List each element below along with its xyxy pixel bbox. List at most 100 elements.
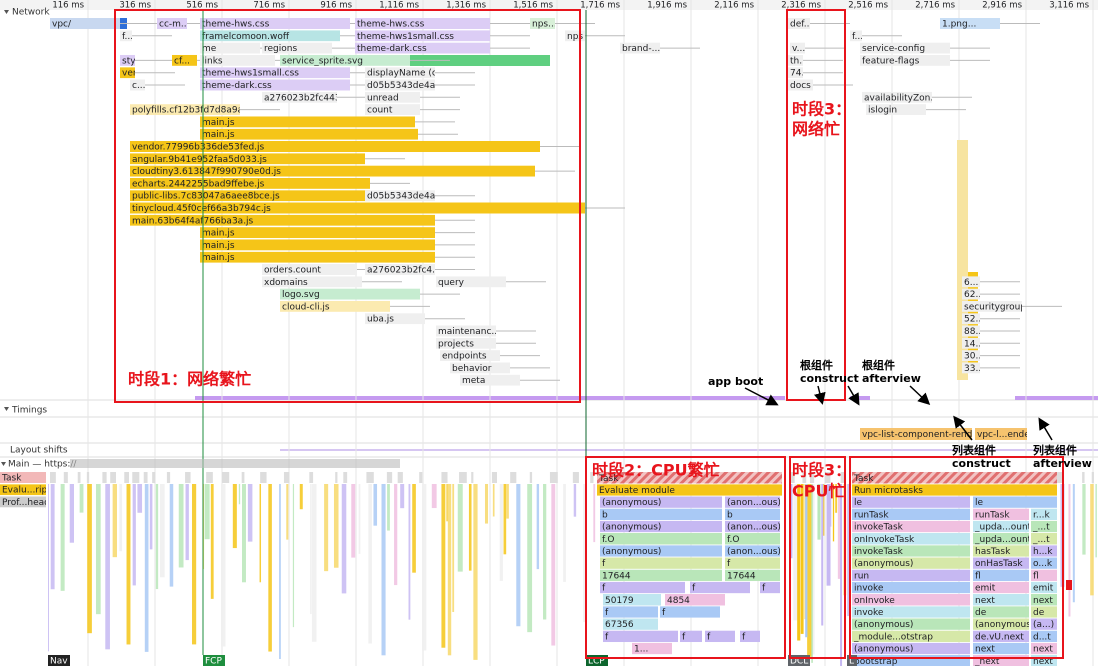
flame-entry: next xyxy=(1031,642,1057,655)
network-request-fill xyxy=(365,313,425,325)
flame-entry-label: f xyxy=(692,584,696,594)
network-request-fill xyxy=(355,18,490,29)
track-label[interactable]: Network xyxy=(12,8,50,18)
network-request-label: maintenanc... xyxy=(438,327,500,337)
network-request: 33... xyxy=(962,362,980,374)
network-request-label: cloudtiny3.613847f990790e0d.js xyxy=(132,167,281,177)
activity-stripe xyxy=(805,484,808,638)
network-request: ven xyxy=(120,67,135,79)
network-request-label: 14... xyxy=(964,339,984,349)
network-request-fill xyxy=(120,67,135,79)
track-label[interactable]: Layout shifts xyxy=(10,446,68,456)
activity-stripe xyxy=(506,484,509,519)
network-request-label: echarts.2442255bad9ffebe.js xyxy=(132,179,265,189)
network-request: sty xyxy=(120,54,135,66)
network-request-fill xyxy=(200,251,435,263)
flame-entry: le xyxy=(852,496,970,508)
network-request: nps... xyxy=(530,18,555,29)
network-request-label: cloud-cli.js xyxy=(282,302,330,312)
flame-entry-fill xyxy=(600,569,722,582)
flame-entry: (anonymous) xyxy=(852,557,970,569)
activity-stripe xyxy=(431,484,437,509)
network-request-label: v... xyxy=(792,44,805,54)
network-request-fill xyxy=(120,30,132,42)
network-request-fill xyxy=(962,337,980,349)
network-request-label: vpc/ xyxy=(52,20,72,30)
activity-stripe xyxy=(790,484,793,559)
flame-entry: fl xyxy=(1031,569,1057,582)
flame-entry-label: invoke xyxy=(854,608,884,618)
network-request-fill xyxy=(262,264,357,275)
expand-icon[interactable] xyxy=(4,407,9,411)
annotation: 列表组件 xyxy=(1033,443,1077,457)
activity-stripe xyxy=(452,484,455,612)
flame-entry-fill xyxy=(973,533,1029,545)
flame-entry-fill xyxy=(973,655,1029,666)
flame-entry-label: _upda...ount xyxy=(974,523,1032,533)
flame-entry-label: onInvoke xyxy=(854,596,895,606)
network-request-label: tinycloud.45f0cef66a3b794c.js xyxy=(132,204,271,214)
network-request-fill xyxy=(157,18,187,29)
network-request-fill xyxy=(262,276,362,288)
task-block xyxy=(132,472,140,483)
network-request: 6... xyxy=(962,276,980,288)
flame-entry-fill xyxy=(973,642,1029,655)
annotation: CPU忙 xyxy=(792,482,844,501)
network-request: displayName (co... xyxy=(365,67,435,79)
task-block xyxy=(386,472,393,483)
annotation: 列表组件 xyxy=(952,443,996,457)
network-request-fill xyxy=(436,325,496,337)
flame-entry-fill xyxy=(973,594,1029,606)
network-request: f... xyxy=(850,30,862,42)
activity-stripe xyxy=(468,484,472,571)
network-request: 62... xyxy=(962,288,980,300)
flame-entry-fill xyxy=(852,594,970,606)
annotation: afterview xyxy=(862,372,921,385)
network-request-fill xyxy=(262,91,337,103)
page-marker: L xyxy=(847,655,857,666)
activity-stripe xyxy=(268,484,272,652)
annotation: 时段2：CPU繁忙 xyxy=(592,461,720,480)
activity-stripe xyxy=(79,484,84,513)
network-request-label: polyfills.cf12b3fd7d8a9aa4.js xyxy=(132,106,265,116)
activity-stripe xyxy=(87,484,92,634)
flame-entry-fill xyxy=(973,520,1029,533)
network-request: securitygroup... xyxy=(962,300,1022,312)
flame-entry: f xyxy=(603,606,658,618)
activity-stripe xyxy=(422,484,427,651)
activity-stripe xyxy=(48,484,50,652)
page-marker-label: Nav xyxy=(50,657,68,666)
annotation: 时段3： xyxy=(792,461,851,480)
flame-entry-label: Task xyxy=(853,474,874,484)
flame-entry: next xyxy=(973,594,1029,606)
track-label[interactable]: Timings xyxy=(11,406,47,416)
ruler-label: 2,316 ms xyxy=(781,1,821,11)
flame-entry: d...t xyxy=(1031,630,1057,643)
activity-stripe xyxy=(50,484,55,590)
activity-stripe xyxy=(837,484,842,579)
activity-stripe xyxy=(457,484,463,572)
task-block xyxy=(152,472,156,483)
network-request-label: cc-m... xyxy=(159,20,190,30)
flame-entry: _upda...ount xyxy=(973,533,1029,545)
expand-icon[interactable] xyxy=(1,462,6,466)
activity-stripe xyxy=(247,484,253,542)
flame-entry-fill xyxy=(665,594,725,606)
activity-stripe xyxy=(351,484,356,558)
activity-stripe xyxy=(232,484,237,549)
flame-entry-label: d...t xyxy=(1033,632,1051,642)
flame-entry: o...k xyxy=(1031,557,1057,569)
track-label[interactable]: Main — https:// xyxy=(8,460,77,470)
expand-icon[interactable] xyxy=(4,10,9,14)
annotation: 时段1：网络繁忙 xyxy=(128,370,251,389)
flame-entry-label: 67356 xyxy=(605,620,634,630)
network-request-fill xyxy=(130,190,370,202)
flame-entry-label: run xyxy=(854,571,869,581)
network-request-fill xyxy=(280,54,410,66)
task-block xyxy=(1091,472,1094,483)
page-marker: FCP xyxy=(203,655,225,666)
flame-entry: (a...) xyxy=(1031,618,1057,630)
activity-stripe xyxy=(333,484,339,568)
flame-entry-fill xyxy=(690,581,750,594)
flame-entry: 4854 xyxy=(665,594,725,606)
